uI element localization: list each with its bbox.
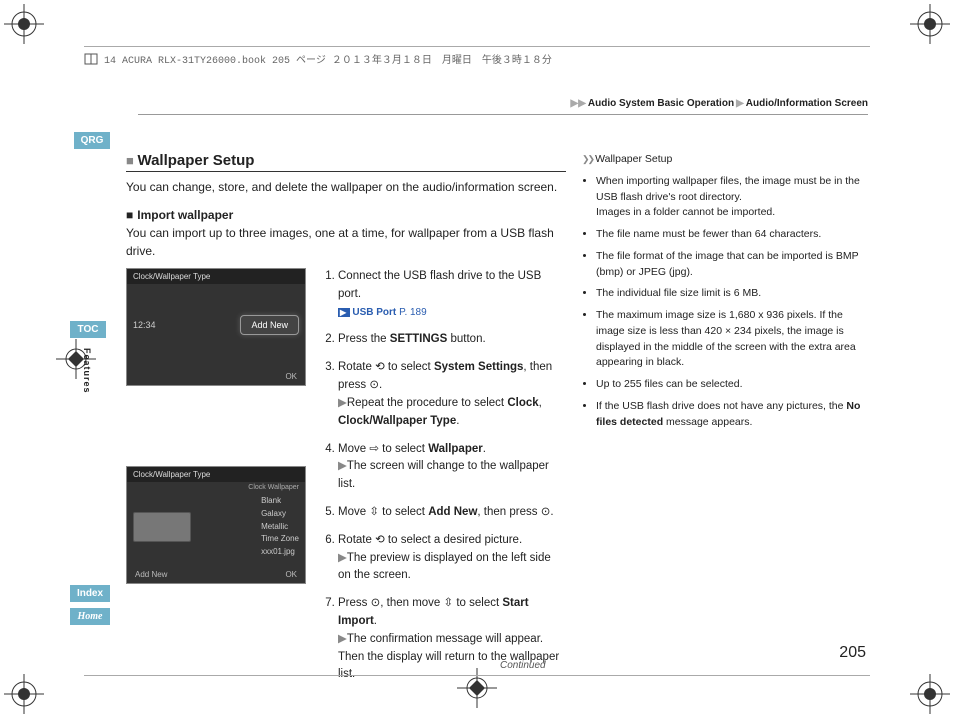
nav-toc[interactable]: TOC — [70, 321, 106, 338]
step-3: Rotate ⟲ to select System Settings, then… — [338, 359, 566, 430]
book-icon — [84, 52, 98, 66]
main-column: Wallpaper Setup You can change, store, a… — [126, 152, 566, 694]
press-icon: ⊙ — [369, 379, 379, 391]
screenshot-2-preview — [133, 512, 191, 542]
step-2: Press the SETTINGS button. — [338, 331, 566, 349]
screenshot-1: Clock/Wallpaper Type 12:34 Add New OK — [126, 268, 306, 386]
subsection-title: Import wallpaper — [126, 208, 566, 222]
nav-index[interactable]: Index — [70, 585, 110, 602]
footer-rule — [84, 675, 870, 676]
triangle-icon: ▶ — [338, 633, 347, 645]
side-column: Wallpaper Setup When importing wallpaper… — [582, 152, 870, 436]
side-notes-list: When importing wallpaper files, the imag… — [582, 174, 870, 431]
screenshot-2-list: Blank Galaxy Metallic Time Zone xxx01.jp… — [261, 495, 299, 559]
move-vert-icon: ⇳ — [369, 506, 379, 518]
section-title: Wallpaper Setup — [126, 152, 566, 172]
breadcrumb: ▶▶Audio System Basic Operation▶Audio/Inf… — [569, 98, 868, 109]
screenshot-1-addnew: Add New — [240, 315, 299, 335]
screenshot-column: Clock/Wallpaper Type 12:34 Add New OK Cl… — [126, 268, 306, 694]
press-icon: ⊙ — [371, 597, 381, 609]
side-nav: QRG TOC Features Index Home — [70, 132, 106, 631]
triangle-icon: ▶ — [338, 460, 347, 472]
move-icon: ⇨ — [369, 443, 379, 455]
nav-home[interactable]: Home — [70, 608, 110, 625]
crop-mark-icon — [4, 4, 44, 44]
side-note: If the USB flash drive does not have any… — [596, 399, 870, 431]
screenshot-2-addnew: Add New — [135, 570, 167, 579]
triangle-icon: ▶ — [338, 397, 347, 409]
screenshot-1-title: Clock/Wallpaper Type — [127, 269, 305, 284]
crop-mark-icon — [910, 674, 950, 714]
screenshot-2: Clock/Wallpaper Type Clock Wallpaper Bla… — [126, 466, 306, 584]
subsection-intro: You can import up to three images, one a… — [126, 224, 566, 260]
screenshot-1-time: 12:34 — [133, 320, 156, 330]
screenshot-2-tabs: Clock Wallpaper — [127, 482, 305, 493]
move-vert-icon: ⇳ — [444, 597, 454, 609]
breadcrumb-a: Audio System Basic Operation — [588, 98, 734, 109]
step-1: Connect the USB flash drive to the USB p… — [338, 268, 566, 321]
divider — [138, 114, 868, 115]
side-column-title: Wallpaper Setup — [582, 152, 870, 168]
header-text: 14 ACURA RLX-31TY26000.book 205 ページ ２０１３… — [104, 51, 552, 67]
page-number: 205 — [839, 644, 866, 662]
screenshot-2-ok: OK — [285, 570, 297, 579]
side-note: Up to 255 files can be selected. — [596, 377, 870, 393]
nav-features-label: Features — [82, 348, 92, 394]
nav-qrg[interactable]: QRG — [74, 132, 110, 149]
side-note: When importing wallpaper files, the imag… — [596, 174, 870, 221]
crop-mark-icon — [4, 674, 44, 714]
side-note: The maximum image size is 1,680 x 936 pi… — [596, 308, 870, 371]
step-4: Move ⇨ to select Wallpaper. ▶The screen … — [338, 441, 566, 494]
usb-port-link[interactable]: USB Port — [338, 307, 399, 318]
side-note: The file name must be fewer than 64 char… — [596, 227, 870, 243]
crop-mark-icon — [910, 4, 950, 44]
screenshot-2-title: Clock/Wallpaper Type — [127, 467, 305, 482]
usb-port-page: P. 189 — [399, 307, 427, 318]
side-note: The individual file size limit is 6 MB. — [596, 286, 870, 302]
step-6: Rotate ⟲ to select a desired picture. ▶T… — [338, 532, 566, 585]
rotate-icon: ⟲ — [375, 534, 385, 546]
steps-list: Connect the USB flash drive to the USB p… — [320, 268, 566, 694]
page-header: 14 ACURA RLX-31TY26000.book 205 ページ ２０１３… — [84, 46, 870, 67]
side-note: The file format of the image that can be… — [596, 249, 870, 281]
section-intro: You can change, store, and delete the wa… — [126, 178, 566, 196]
rotate-icon: ⟲ — [375, 361, 385, 373]
screenshot-1-ok: OK — [285, 372, 297, 381]
press-icon: ⊙ — [541, 506, 551, 518]
breadcrumb-b: Audio/Information Screen — [746, 98, 868, 109]
step-5: Move ⇳ to select Add New, then press ⊙. — [338, 504, 566, 522]
triangle-icon: ▶ — [338, 552, 347, 564]
continued-label: Continued — [500, 660, 546, 671]
